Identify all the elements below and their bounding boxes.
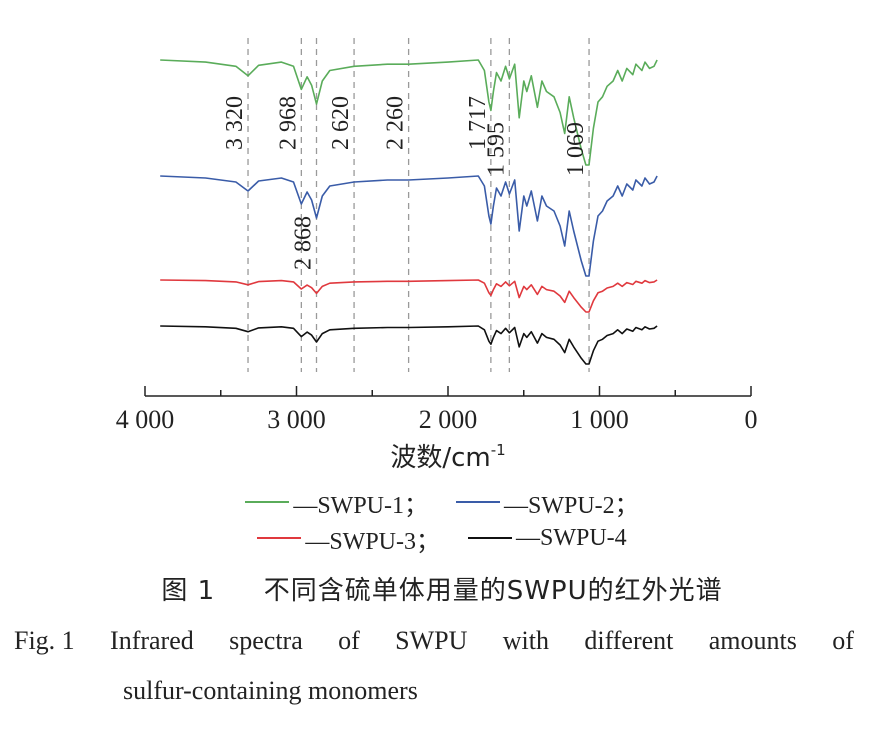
legend-item-swpu-4: —SWPU-4 [468, 525, 627, 552]
x-axis-label: 波数/cm-1 [390, 441, 505, 473]
x-tick-label: 3 000 [267, 405, 326, 434]
peak-label: 1 069 [563, 122, 589, 176]
caption-word: different [584, 626, 674, 655]
legend-item-swpu-1: —SWPU-1； [245, 485, 428, 520]
legend-label: —SWPU-4 [516, 524, 627, 551]
figure-caption-en-line2: sulfur-containing monomers [123, 676, 418, 705]
spectra-curves [160, 59, 658, 365]
legend-swatch [468, 537, 512, 539]
x-tick-label: 1 000 [570, 405, 629, 434]
x-axis: 4 000 3 000 2 000 1 000 0 [116, 386, 758, 434]
caption-word: Fig. 1 [14, 626, 75, 655]
peak-label: 1 595 [483, 122, 509, 176]
caption-word: Infrared [110, 626, 194, 655]
figure-title-cn: 不同含硫单体用量的SWPU的红外光谱 [263, 576, 723, 606]
spectrum-swpu-2 [160, 175, 658, 277]
peak-guide-lines [247, 38, 590, 372]
peak-label: 2 260 [383, 96, 409, 150]
peak-label: 2 620 [328, 96, 354, 150]
x-tick-label: 0 [745, 405, 758, 434]
figure-caption-en-line1: Fig. 1 Infrared spectra of SWPU with dif… [14, 626, 854, 656]
caption-word: with [502, 626, 549, 655]
caption-word: spectra [229, 626, 303, 655]
legend-label: —SWPU-1； [293, 492, 428, 519]
legend-label: —SWPU-2； [504, 492, 639, 519]
caption-word: amounts [708, 626, 797, 655]
legend-swatch [456, 501, 500, 503]
legend-label: —SWPU-3； [305, 528, 440, 555]
x-tick-label: 2 000 [419, 405, 478, 434]
x-tick-label: 4 000 [116, 405, 175, 434]
legend-swatch [257, 537, 302, 539]
legend-item-swpu-2: —SWPU-2； [456, 485, 639, 520]
peak-label: 2 968 [275, 96, 301, 150]
spectrum-swpu-4 [160, 325, 658, 365]
legend-row-2: —SWPU-3； —SWPU-4 [0, 520, 884, 556]
caption-word: SWPU [395, 626, 468, 655]
caption-word: of [832, 626, 854, 655]
legend-row-1: —SWPU-1； —SWPU-2； [0, 484, 884, 520]
peak-label: 2 868 [290, 216, 316, 270]
caption-word: of [338, 626, 360, 655]
spectrum-swpu-1 [160, 59, 658, 166]
figure-caption-cn: 图 1 不同含硫单体用量的SWPU的红外光谱 [0, 570, 884, 607]
peak-label: 3 320 [222, 96, 248, 150]
peak-label: 1 717 [465, 96, 491, 150]
legend: —SWPU-1； —SWPU-2； —SWPU-3； —SWPU-4 [0, 484, 884, 556]
figure-number-cn: 图 1 [161, 576, 216, 606]
legend-swatch [245, 501, 290, 503]
spectrum-swpu-3 [160, 279, 658, 313]
legend-item-swpu-3: —SWPU-3； [257, 521, 440, 556]
